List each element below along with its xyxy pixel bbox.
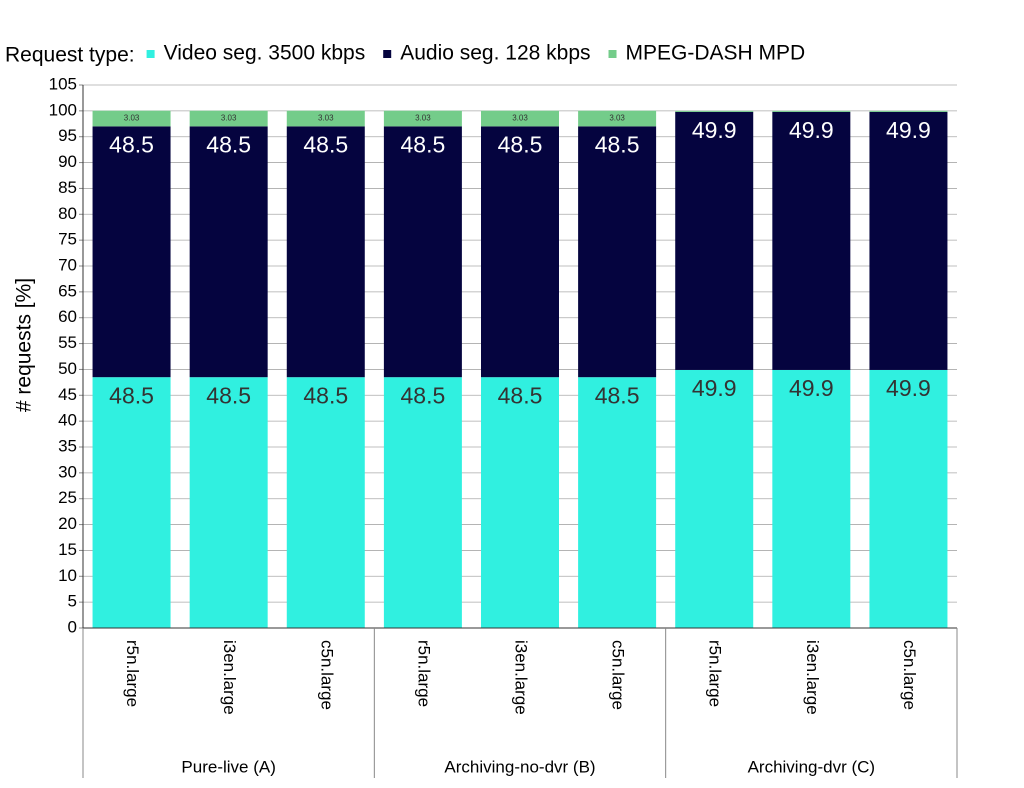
data-label: 48.5 <box>595 382 640 408</box>
data-label: 49.9 <box>886 117 931 143</box>
bar-segment <box>383 377 462 628</box>
legend-marker <box>383 50 392 58</box>
bar-segment <box>481 126 559 378</box>
bar-segment <box>772 369 851 628</box>
data-label: 3.03 <box>512 114 528 123</box>
y-tick-label: 75 <box>58 230 77 249</box>
data-label: 49.9 <box>692 117 737 143</box>
data-label: 3.03 <box>221 114 237 123</box>
bar-segment <box>869 110 948 112</box>
y-tick-label: 15 <box>58 540 77 559</box>
data-label: 48.5 <box>206 382 251 408</box>
data-label: 48.5 <box>401 131 446 157</box>
x-tick-label: r5n.large <box>123 640 142 707</box>
y-tick-label: 85 <box>58 178 77 197</box>
data-label: 48.5 <box>303 131 348 157</box>
bar-segment <box>578 377 657 628</box>
y-tick-label: 90 <box>58 152 77 171</box>
data-label: 3.03 <box>609 114 625 123</box>
legend-title: Request type: <box>5 44 135 67</box>
bar-segment <box>772 110 851 112</box>
data-label: 48.5 <box>401 382 446 408</box>
bar-segment <box>869 111 948 370</box>
x-tick-label: c5n.large <box>317 640 336 710</box>
bar-segment <box>869 369 948 628</box>
bar-segment <box>772 111 851 370</box>
group-label: Pure-live (A) <box>181 757 275 776</box>
bar-segment <box>189 377 268 628</box>
group-label: Archiving-dvr (C) <box>748 757 876 776</box>
y-tick-label: 60 <box>58 307 77 326</box>
y-tick-label: 45 <box>58 385 77 404</box>
bar-segment <box>189 110 268 127</box>
data-label: 49.9 <box>789 375 834 401</box>
y-tick-label: 95 <box>58 126 77 145</box>
x-tick-label: i3en.large <box>512 640 531 715</box>
data-label: 48.5 <box>206 131 251 157</box>
legend-label: Audio seg. 128 kbps <box>400 42 590 65</box>
data-label: 48.5 <box>109 382 154 408</box>
y-tick-label: 80 <box>58 204 77 223</box>
x-tick-label: r5n.large <box>706 640 725 707</box>
bar-segment <box>675 111 754 370</box>
legend-marker <box>608 50 617 58</box>
bar-segment <box>481 110 559 127</box>
data-label: 49.9 <box>886 375 931 401</box>
bar-segment <box>675 369 754 628</box>
y-tick-label: 55 <box>58 333 77 352</box>
bar-segment <box>675 110 754 112</box>
y-tick-label: 70 <box>58 255 77 274</box>
data-label: 49.9 <box>692 375 737 401</box>
x-tick-label: r5n.large <box>414 640 433 707</box>
bar-segment <box>383 126 462 378</box>
bar-segment <box>481 377 559 628</box>
x-tick-label: c5n.large <box>609 640 628 710</box>
bar-segment <box>92 377 171 628</box>
y-tick-label: 50 <box>58 359 77 378</box>
x-tick-label: c5n.large <box>900 640 919 710</box>
y-tick-label: 40 <box>58 411 77 430</box>
bar-segment <box>92 110 171 127</box>
y-tick-label: 100 <box>49 100 77 119</box>
legend-label: Video seg. 3500 kbps <box>164 42 366 65</box>
bar-segment <box>189 126 268 378</box>
legend-label: MPEG-DASH MPD <box>626 42 806 65</box>
group-label: Archiving-no-dvr (B) <box>444 757 595 776</box>
data-label: 3.03 <box>124 114 140 123</box>
data-label: 3.03 <box>318 114 334 123</box>
data-label: 48.5 <box>303 382 348 408</box>
y-tick-label: 35 <box>58 436 77 455</box>
bar-segment <box>286 377 365 628</box>
bar-segment <box>286 110 365 127</box>
y-tick-label: 65 <box>58 281 77 300</box>
bar-segment <box>578 126 657 378</box>
y-tick-label: 30 <box>58 462 77 481</box>
data-label: 48.5 <box>498 382 543 408</box>
data-label: 48.5 <box>109 131 154 157</box>
y-tick-label: 5 <box>68 592 77 611</box>
y-tick-label: 25 <box>58 488 77 507</box>
bar-segment <box>578 110 657 127</box>
data-label: 48.5 <box>595 131 640 157</box>
bar-segment <box>92 126 171 378</box>
bar-segment <box>286 126 365 378</box>
x-tick-label: i3en.large <box>220 640 239 715</box>
data-label: 3.03 <box>415 114 431 123</box>
bar-segment <box>383 110 462 127</box>
y-tick-label: 10 <box>58 566 77 585</box>
y-tick-label: 0 <box>68 617 77 636</box>
x-tick-label: i3en.large <box>803 640 822 715</box>
y-axis-label: # requests [%] <box>13 278 36 412</box>
data-label: 48.5 <box>498 131 543 157</box>
data-label: 49.9 <box>789 117 834 143</box>
legend-marker <box>146 50 155 58</box>
y-tick-label: 20 <box>58 514 77 533</box>
y-tick-label: 105 <box>49 74 77 93</box>
